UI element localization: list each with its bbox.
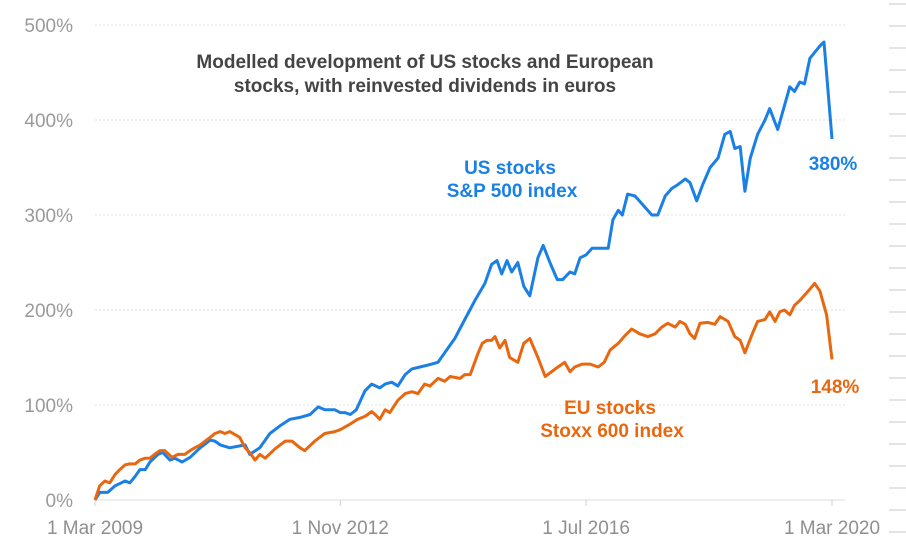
eu-series-label-line-2: Stoxx 600 index (540, 421, 684, 442)
gridlines (95, 24, 845, 501)
chart-title-line-2: stocks, with reinvested dividends in eur… (234, 76, 616, 97)
us-series-label-line-1: US stocks (464, 158, 556, 179)
y-tick-label: 100% (24, 396, 73, 417)
x-tick-label: 1 Mar 2020 (784, 518, 880, 539)
chart-title-line-1: Modelled development of US stocks and Eu… (196, 52, 653, 73)
y-tick-label: 300% (24, 206, 73, 227)
y-tick-label: 0% (46, 491, 74, 512)
y-tick-label: 400% (24, 111, 73, 132)
x-tick-label: 1 Jul 2016 (542, 518, 630, 539)
y-tick-label: 500% (24, 16, 73, 37)
right-edge-decoration (889, 3, 906, 533)
eu-end-value-label: 148% (811, 377, 860, 398)
y-tick-label: 200% (24, 301, 73, 322)
y-axis-ticks: 0% 100% 200% 300% 400% 500% (24, 16, 73, 512)
series-line-eu (93, 281, 834, 501)
x-tick-label: 1 Mar 2009 (47, 518, 143, 539)
x-tick-label: 1 Nov 2012 (292, 518, 389, 539)
us-end-value-label: 380% (809, 154, 858, 175)
us-series-label-line-2: S&P 500 index (447, 181, 578, 202)
series-line-us (93, 40, 834, 501)
eu-series-label-line-1: EU stocks (564, 398, 656, 419)
series-lines (93, 40, 834, 501)
x-axis-ticks: 1 Mar 2009 1 Nov 2012 1 Jul 2016 1 Mar 2020 (47, 500, 880, 539)
